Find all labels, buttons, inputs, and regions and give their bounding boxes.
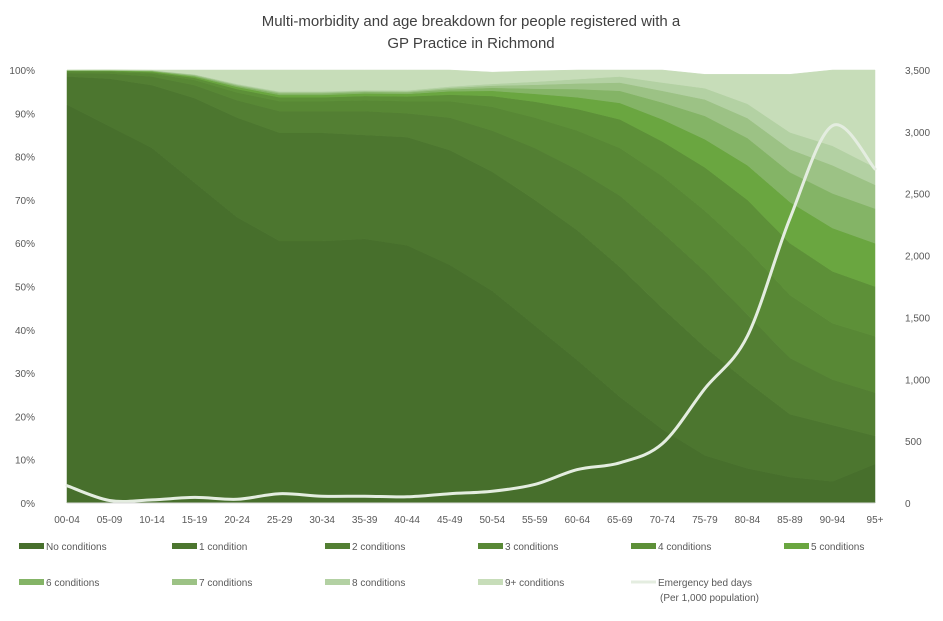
- x-tick-label: 10-14: [139, 515, 165, 526]
- x-tick-label: 95+: [867, 515, 884, 526]
- x-tick-label: 60-64: [565, 515, 591, 526]
- line-emergency-bed-days: [65, 123, 877, 504]
- x-tick-label: 25-29: [267, 515, 293, 526]
- y-right-tick-label: 3,000: [905, 128, 930, 139]
- y-left-tick-label: 100%: [9, 66, 35, 77]
- chart-title-line-2: GP Practice in Richmond: [387, 35, 554, 52]
- legend-swatch: [19, 579, 44, 585]
- x-tick-label: 75-79: [692, 515, 718, 526]
- x-tick-label: 15-19: [182, 515, 208, 526]
- y-right-tick-label: 3,500: [905, 66, 930, 77]
- legend-item-4-conditions: 4 conditions: [631, 542, 711, 553]
- legend-label: 1 condition: [199, 542, 247, 553]
- y-left-tick-label: 90%: [15, 109, 35, 120]
- y-right-tick-label: 1,500: [905, 313, 930, 324]
- y-left-tick-label: 30%: [15, 369, 35, 380]
- y-left-tick-label: 10%: [15, 456, 35, 467]
- legend-item-9-conditions: 9+ conditions: [478, 578, 564, 589]
- x-tick-label: 30-34: [309, 515, 335, 526]
- legend-label: No conditions: [46, 542, 107, 553]
- y-right-tick-label: 2,500: [905, 190, 930, 201]
- legend-item-8-conditions: 8 conditions: [325, 578, 405, 589]
- areas-layer: [66, 69, 876, 504]
- y-right-tick-label: 500: [905, 437, 922, 448]
- legend-label: 5 conditions: [811, 542, 864, 553]
- legend-swatch: [631, 543, 656, 549]
- chart-title-line-1: Multi-morbidity and age breakdown for pe…: [262, 13, 681, 30]
- line-layer: [65, 123, 877, 504]
- x-tick-label: 40-44: [394, 515, 420, 526]
- axis-layer: 00-04 05-09 10-14 15-19 20-24 25-29 30-34 35-39…: [9, 66, 930, 526]
- legend-label: 8 conditions: [352, 578, 405, 589]
- legend-item-7-conditions: 7 conditions: [172, 578, 252, 589]
- y-right-tick-label: 2,000: [905, 252, 930, 263]
- legend-label: 6 conditions: [46, 578, 99, 589]
- x-tick-label: 80-84: [735, 515, 761, 526]
- legend-label: 4 conditions: [658, 542, 711, 553]
- legend: No conditions 1 condition 2 conditions 3 co…: [19, 542, 864, 604]
- legend-item-3-conditions: 3 conditions: [478, 542, 558, 553]
- y-left-tick-label: 40%: [15, 326, 35, 337]
- legend-sublabel: (Per 1,000 population): [660, 593, 759, 604]
- y-left-tick-label: 70%: [15, 196, 35, 207]
- y-left-tick-label: 0%: [21, 499, 36, 510]
- legend-swatch: [784, 543, 809, 549]
- x-tick-label: 00-04: [54, 515, 80, 526]
- legend-label: Emergency bed days: [658, 578, 752, 589]
- x-tick-label: 70-74: [650, 515, 676, 526]
- legend-label: 7 conditions: [199, 578, 252, 589]
- y-left-tick-label: 80%: [15, 153, 35, 164]
- legend-item-no-conditions: No conditions: [19, 542, 107, 553]
- y-right-tick-label: 1,000: [905, 375, 930, 386]
- legend-label: 3 conditions: [505, 542, 558, 553]
- legend-swatch: [325, 543, 350, 549]
- x-tick-label: 45-49: [437, 515, 463, 526]
- x-tick-label: 50-54: [479, 515, 505, 526]
- x-tick-label: 35-39: [352, 515, 378, 526]
- x-tick-label: 20-24: [224, 515, 250, 526]
- legend-item-emergency-bed-days: Emergency bed days (Per 1,000 population): [631, 578, 759, 604]
- legend-swatch: [19, 543, 44, 549]
- y-left-tick-label: 60%: [15, 239, 35, 250]
- legend-label: 9+ conditions: [505, 578, 564, 589]
- legend-swatch: [172, 579, 197, 585]
- y-right-tick-label: 0: [905, 499, 911, 510]
- y-left-tick-label: 50%: [15, 283, 35, 294]
- legend-swatch: [325, 579, 350, 585]
- y-left-tick-label: 20%: [15, 412, 35, 423]
- legend-swatch: [172, 543, 197, 549]
- x-tick-label: 55-59: [522, 515, 548, 526]
- legend-item-2-conditions: 2 conditions: [325, 542, 405, 553]
- x-tick-label: 65-69: [607, 515, 633, 526]
- legend-swatch: [478, 543, 503, 549]
- legend-label: 2 conditions: [352, 542, 405, 553]
- legend-item-1-condition: 1 condition: [172, 542, 247, 553]
- x-tick-label: 90-94: [820, 515, 846, 526]
- legend-swatch: [478, 579, 503, 585]
- legend-item-6-conditions: 6 conditions: [19, 578, 99, 589]
- x-tick-label: 85-89: [777, 515, 803, 526]
- legend-item-5-conditions: 5 conditions: [784, 542, 864, 553]
- x-tick-label: 05-09: [97, 515, 123, 526]
